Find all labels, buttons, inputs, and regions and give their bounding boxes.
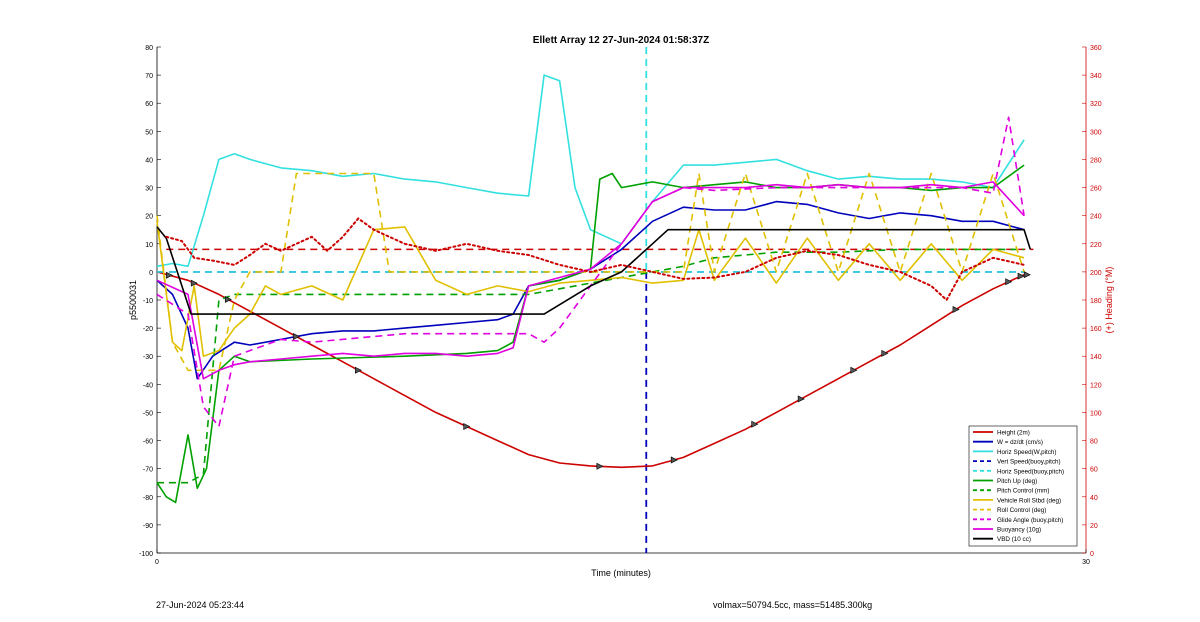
y-tick-label: -10: [143, 298, 153, 305]
x-tick-label: 0: [155, 559, 159, 566]
height-marker: [797, 395, 805, 403]
y2-tick-label: 140: [1090, 354, 1102, 361]
series-line-7: [157, 248, 1025, 484]
legend-entry: Horiz Speed(W,pitch): [997, 449, 1057, 456]
y2-tick-label: 160: [1090, 326, 1102, 333]
y2-tick-label: 100: [1090, 410, 1102, 417]
y-tick-label: 80: [145, 45, 153, 52]
legend-entry: Height (2m): [997, 430, 1030, 437]
height-marker: [596, 462, 604, 470]
legend-entry: Buoyancy (10g): [997, 527, 1041, 534]
height-marker: [354, 366, 362, 374]
y2-tick-label: 340: [1090, 73, 1102, 80]
y2-tick-label: 240: [1090, 214, 1102, 221]
height-marker: [293, 333, 301, 341]
legend-box: [968, 425, 1078, 547]
y-tick-label: -50: [143, 410, 153, 417]
y-tick-label: 30: [145, 186, 153, 193]
y-tick-label: -30: [143, 354, 153, 361]
y2-tick-label: 300: [1090, 129, 1102, 136]
legend-entry: W = dz/dt (cm/s): [997, 439, 1043, 446]
y2-tick-label: 20: [1090, 523, 1098, 530]
legend-entry: Pitch Control (mm): [997, 488, 1049, 495]
y-tick-label: -20: [143, 326, 153, 333]
legend-entry: Horiz Speed(buoy,pitch): [997, 468, 1064, 475]
x-axis-label: Time (minutes): [591, 568, 651, 578]
series-line-11: [156, 181, 1025, 380]
y2-tick-label: 280: [1090, 157, 1102, 164]
y-tick-label: 70: [145, 73, 153, 80]
heading-series-line: [165, 217, 1026, 302]
footer-volmax-mass: volmax=50794.5cc, mass=51485.300kg: [713, 600, 873, 610]
y-tick-label: -80: [143, 495, 153, 502]
y2-tick-label: 320: [1090, 101, 1102, 108]
height-marker: [1017, 272, 1025, 280]
x-tick-label: 30: [1082, 559, 1090, 566]
series-line-12: [156, 226, 1032, 315]
chart-title: Ellett Array 12 27-Jun-2024 01:58:37Z: [533, 35, 709, 46]
series-line-8: [156, 221, 1025, 358]
series-line-1: [156, 271, 1025, 469]
y-tick-label: -60: [143, 439, 153, 446]
footer-timestamp: 27-Jun-2024 05:23:44: [156, 600, 245, 610]
series-line-3: [156, 74, 1025, 268]
height-marker: [1005, 278, 1013, 286]
legend-entry: Pitch Up (deg): [997, 478, 1037, 485]
y2-tick-label: 180: [1090, 298, 1102, 305]
legend-entry: Roll Control (deg): [997, 507, 1046, 514]
height-marker: [670, 456, 678, 464]
height-marker: [850, 366, 858, 374]
y2-tick-label: 0: [1090, 551, 1094, 558]
y2-tick-label: 260: [1090, 186, 1102, 193]
y-tick-label: 0: [149, 270, 153, 277]
y-tick-label: 40: [145, 157, 153, 164]
y2-tick-label: 80: [1090, 439, 1098, 446]
y2-tick-label: 200: [1090, 270, 1102, 277]
height-marker: [751, 420, 759, 428]
y-tick-label: -70: [143, 467, 153, 474]
y2-tick-label: 360: [1090, 45, 1102, 52]
y2-tick-label: 220: [1090, 242, 1102, 249]
y2-tick-label: 60: [1090, 467, 1098, 474]
y-tick-label: -100: [139, 551, 153, 558]
series-line-6: [156, 164, 1025, 504]
y-tick-label: 50: [145, 129, 153, 136]
legend-entry: Vert Speed(buoy,pitch): [997, 459, 1061, 466]
y-tick-label: -90: [143, 523, 153, 530]
height-marker: [463, 423, 471, 430]
height-marker: [190, 279, 198, 287]
height-marker: [224, 295, 232, 303]
y2-axis-label: (+) Heading (°M): [1104, 267, 1114, 334]
y-tick-label: -40: [143, 382, 153, 389]
y2-tick-label: 40: [1090, 495, 1098, 502]
legend-entry: VBD (10 cc): [997, 536, 1031, 543]
y-tick-label: 20: [145, 214, 153, 221]
y-axis-label: p5500031: [128, 280, 138, 320]
y-tick-label: 10: [145, 242, 153, 249]
y2-tick-label: 120: [1090, 382, 1102, 389]
legend: Height (2m) W = dz/dt (cm/s) Horiz Speed(W…: [968, 425, 1078, 547]
series-line-9: [156, 172, 1025, 372]
plot-area: -100-90-80-70-60-50-40-30-20-10010203040…: [139, 45, 1102, 566]
height-marker: [166, 271, 174, 279]
height-marker: [952, 306, 960, 314]
legend-entry: Vehicle Roll Stbd (deg): [997, 497, 1061, 504]
height-marker: [881, 349, 889, 357]
y-tick-label: 60: [145, 101, 153, 108]
height-marker: [1023, 271, 1031, 279]
legend-entry: Glide Angle (buoy,pitch): [997, 517, 1063, 524]
